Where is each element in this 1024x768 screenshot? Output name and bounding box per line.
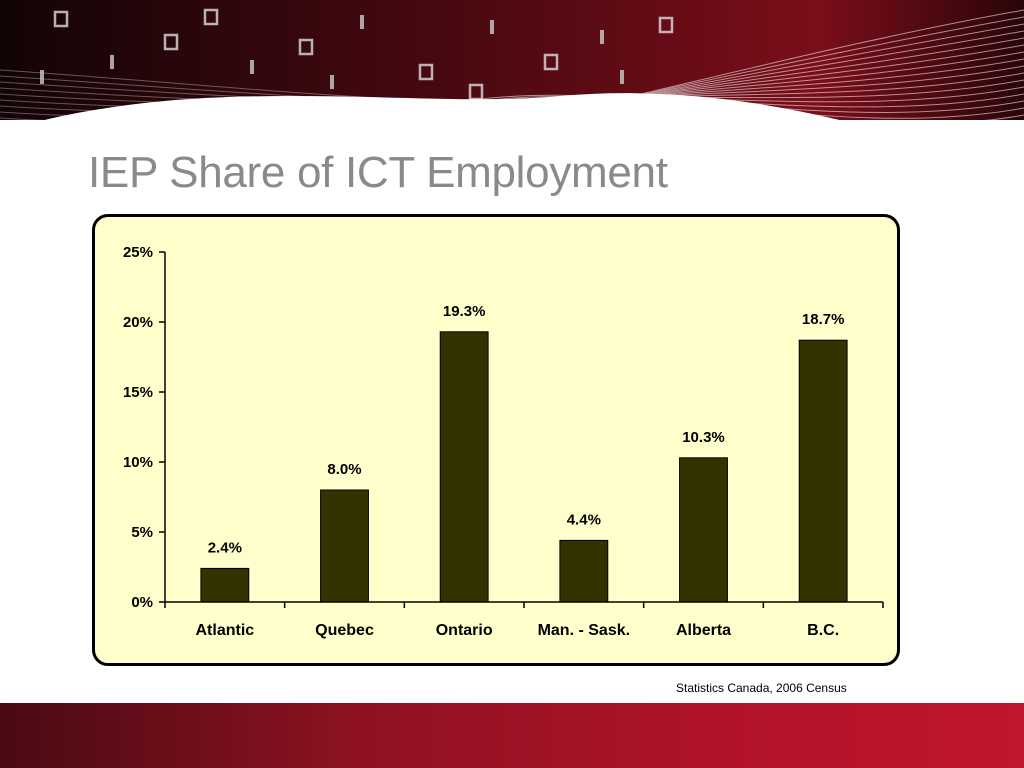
data-label: 8.0% bbox=[327, 461, 361, 478]
bar bbox=[798, 339, 848, 603]
y-tick-label: 5% bbox=[131, 524, 153, 541]
x-category-label: Atlantic bbox=[195, 622, 254, 639]
y-tick-label: 10% bbox=[123, 454, 153, 471]
data-label: 4.4% bbox=[567, 511, 601, 528]
y-tick-label: 20% bbox=[123, 314, 153, 331]
source-note: Statistics Canada, 2006 Census bbox=[676, 681, 847, 695]
bar bbox=[559, 539, 609, 603]
slide-title: IEP Share of ICT Employment bbox=[88, 148, 668, 197]
data-label: 10.3% bbox=[682, 429, 725, 446]
x-category-label: Man. - Sask. bbox=[538, 622, 630, 639]
footer-bar bbox=[0, 703, 1024, 768]
y-tick-label: 25% bbox=[123, 244, 153, 261]
chart-frame: 0% 5% 10% 15% 20% 25% 2.4% 8.0% 19.3% 4.4% 10.3% 1… bbox=[92, 214, 900, 666]
data-label: 2.4% bbox=[208, 539, 242, 556]
data-label: 19.3% bbox=[443, 303, 486, 320]
x-category-label: Quebec bbox=[315, 622, 374, 639]
bar bbox=[200, 567, 250, 603]
x-category-label: B.C. bbox=[807, 622, 839, 639]
bar bbox=[679, 457, 728, 603]
bar bbox=[320, 489, 369, 603]
x-category-label: Alberta bbox=[676, 622, 731, 639]
data-label: 18.7% bbox=[802, 311, 845, 328]
bar-chart: 0% 5% 10% 15% 20% 25% 2.4% 8.0% 19.3% 4.4% 10.3% 1… bbox=[123, 244, 884, 639]
header-banner bbox=[0, 0, 1024, 200]
x-category-label: Ontario bbox=[436, 622, 493, 639]
bar bbox=[439, 331, 489, 603]
y-tick-label: 15% bbox=[123, 384, 153, 401]
y-tick-label: 0% bbox=[131, 594, 153, 611]
